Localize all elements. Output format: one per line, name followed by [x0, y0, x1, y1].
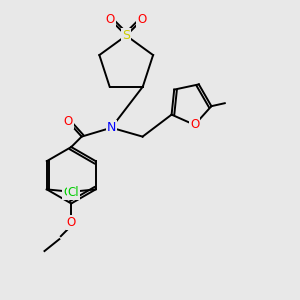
Text: O: O: [137, 13, 147, 26]
Text: Cl: Cl: [68, 186, 79, 199]
Text: O: O: [106, 13, 115, 26]
Text: O: O: [67, 216, 76, 229]
Text: Cl: Cl: [63, 186, 75, 199]
Text: S: S: [122, 29, 130, 42]
Text: O: O: [190, 118, 199, 131]
Text: O: O: [64, 115, 73, 128]
Text: N: N: [107, 121, 116, 134]
